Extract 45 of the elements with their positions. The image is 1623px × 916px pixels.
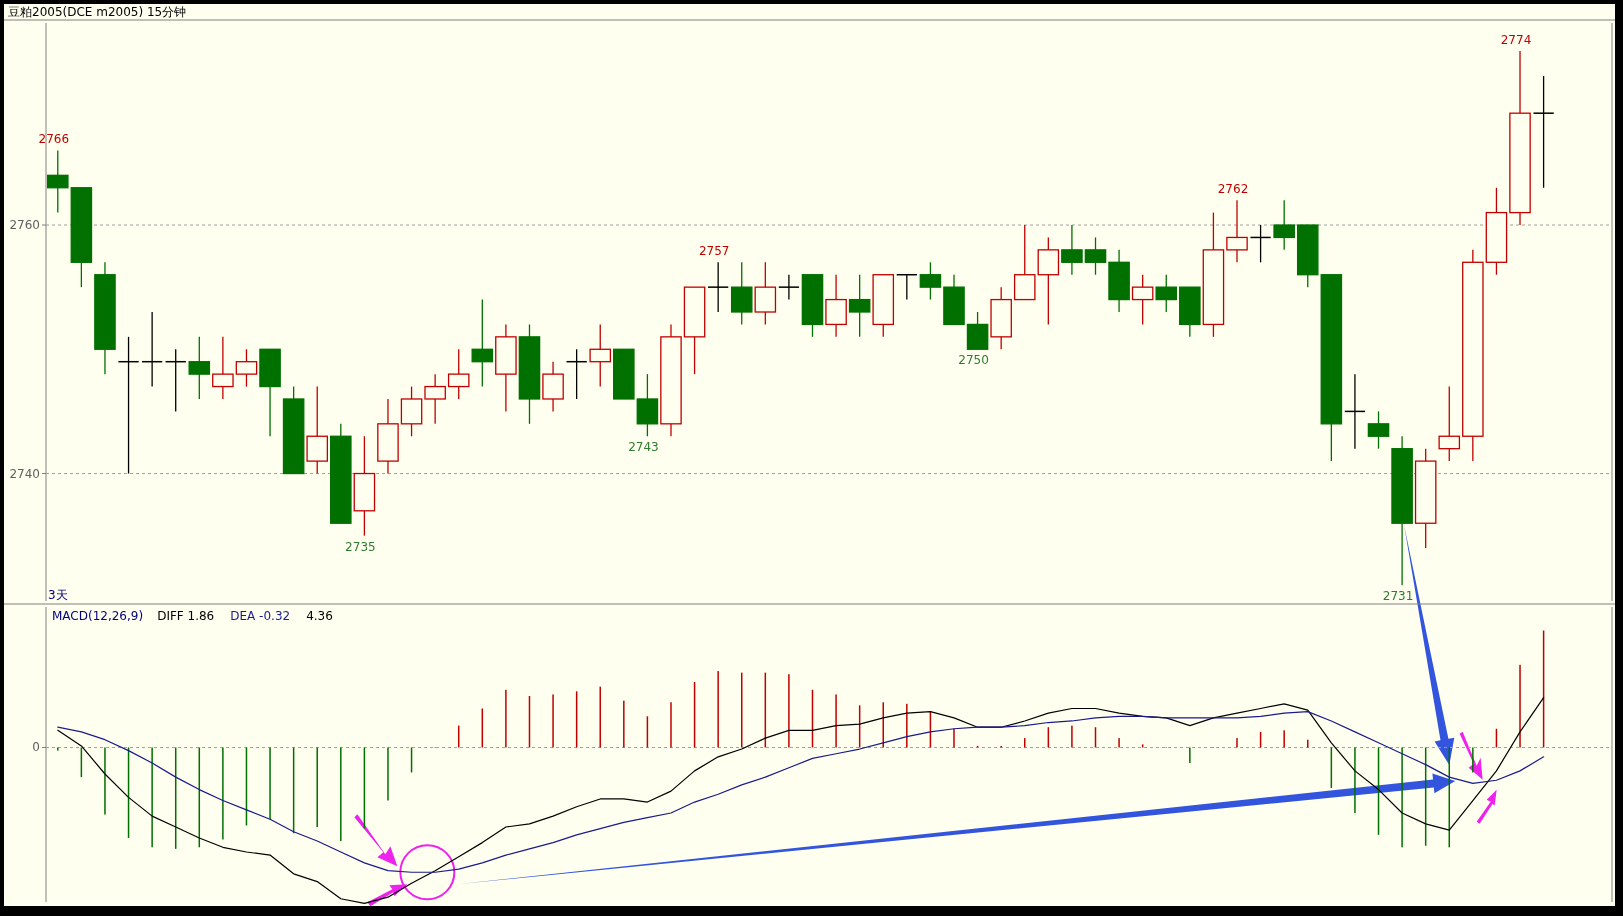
candlestick — [1249, 224, 1272, 263]
candlestick — [47, 149, 69, 214]
annotation: 3天 — [48, 588, 68, 602]
text: DEA -0.32 — [230, 609, 291, 623]
annotation: 2762 — [1217, 182, 1249, 197]
annotation: 2735 — [345, 539, 376, 554]
candlestick — [895, 273, 918, 301]
candlestick — [141, 311, 164, 388]
candlestick — [848, 274, 871, 338]
candlestick — [1438, 385, 1461, 462]
candlestick — [447, 348, 470, 400]
text: DIFF 1.86 — [157, 609, 215, 623]
annotation: 2731 — [1382, 589, 1414, 604]
annotation: 2774 — [1500, 33, 1532, 48]
chart-title: MACD(12,26,9) — [52, 609, 144, 623]
annotation: 2766 — [38, 132, 70, 147]
candlestick — [1226, 199, 1248, 263]
candlestick — [565, 348, 588, 400]
candlestick — [1084, 236, 1107, 276]
text: 4.36 — [306, 609, 333, 623]
candlestick — [919, 261, 942, 301]
candlestick — [164, 348, 187, 413]
y-tick-label: 2740 — [9, 466, 40, 481]
candlestick — [707, 261, 730, 313]
candlestick — [1155, 274, 1178, 313]
candlestick — [1131, 274, 1154, 326]
ref-line-label: 0 — [32, 740, 40, 755]
candlestick — [188, 336, 211, 400]
candlestick — [778, 274, 800, 301]
chart-title: 豆粕2005(DCE m2005) 15分钟 — [8, 5, 187, 19]
candlestick — [117, 336, 140, 475]
candlestick — [1273, 199, 1295, 251]
candlestick — [1532, 75, 1555, 189]
candlestick — [424, 373, 446, 425]
candlestick — [1344, 373, 1366, 450]
annotation: 2750 — [958, 353, 989, 368]
annotation: 2743 — [628, 440, 659, 455]
candlestick — [589, 323, 612, 388]
candlestick — [1367, 410, 1390, 450]
candlestick — [471, 298, 494, 388]
annotation: 2757 — [698, 244, 730, 259]
y-tick-label: 2760 — [9, 218, 40, 233]
candlestick — [235, 348, 258, 388]
candlestick — [212, 336, 234, 400]
candlestick — [1061, 224, 1083, 276]
